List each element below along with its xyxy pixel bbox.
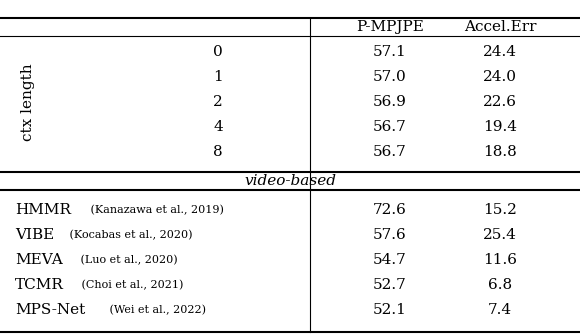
- Text: 56.7: 56.7: [373, 120, 407, 134]
- Text: 52.7: 52.7: [373, 278, 407, 292]
- Text: 0: 0: [213, 45, 223, 59]
- Text: video-based: video-based: [244, 174, 336, 188]
- Text: 1: 1: [213, 70, 223, 84]
- Text: 72.6: 72.6: [373, 203, 407, 217]
- Text: ctx length: ctx length: [21, 63, 35, 141]
- Text: 4: 4: [213, 120, 223, 134]
- Text: (Kocabas et al., 2020): (Kocabas et al., 2020): [66, 230, 192, 240]
- Text: 57.0: 57.0: [373, 70, 407, 84]
- Text: TCMR: TCMR: [15, 278, 64, 292]
- Text: MPS-Net: MPS-Net: [15, 303, 85, 317]
- Text: HMMR: HMMR: [15, 203, 71, 217]
- Text: VIBE: VIBE: [15, 228, 55, 242]
- Text: 25.4: 25.4: [483, 228, 517, 242]
- Text: 11.6: 11.6: [483, 253, 517, 267]
- Text: (Wei et al., 2022): (Wei et al., 2022): [106, 305, 206, 315]
- Text: 6.8: 6.8: [488, 278, 512, 292]
- Text: 18.8: 18.8: [483, 145, 517, 159]
- Text: 56.7: 56.7: [373, 145, 407, 159]
- Text: P-MPJPE: P-MPJPE: [356, 20, 424, 34]
- Text: 24.4: 24.4: [483, 45, 517, 59]
- Text: MEVA: MEVA: [15, 253, 63, 267]
- Text: 52.1: 52.1: [373, 303, 407, 317]
- Text: 8: 8: [213, 145, 223, 159]
- Text: 7.4: 7.4: [488, 303, 512, 317]
- Text: (Kanazawa et al., 2019): (Kanazawa et al., 2019): [87, 205, 224, 215]
- Text: 57.1: 57.1: [373, 45, 407, 59]
- Text: 15.2: 15.2: [483, 203, 517, 217]
- Text: 24.0: 24.0: [483, 70, 517, 84]
- Text: 54.7: 54.7: [373, 253, 407, 267]
- Text: (Luo et al., 2020): (Luo et al., 2020): [77, 255, 177, 265]
- Text: 22.6: 22.6: [483, 95, 517, 109]
- Text: 57.6: 57.6: [373, 228, 407, 242]
- Text: 19.4: 19.4: [483, 120, 517, 134]
- Text: 56.9: 56.9: [373, 95, 407, 109]
- Text: Accel.Err: Accel.Err: [464, 20, 536, 34]
- Text: 2: 2: [213, 95, 223, 109]
- Text: (Choi et al., 2021): (Choi et al., 2021): [78, 280, 183, 290]
